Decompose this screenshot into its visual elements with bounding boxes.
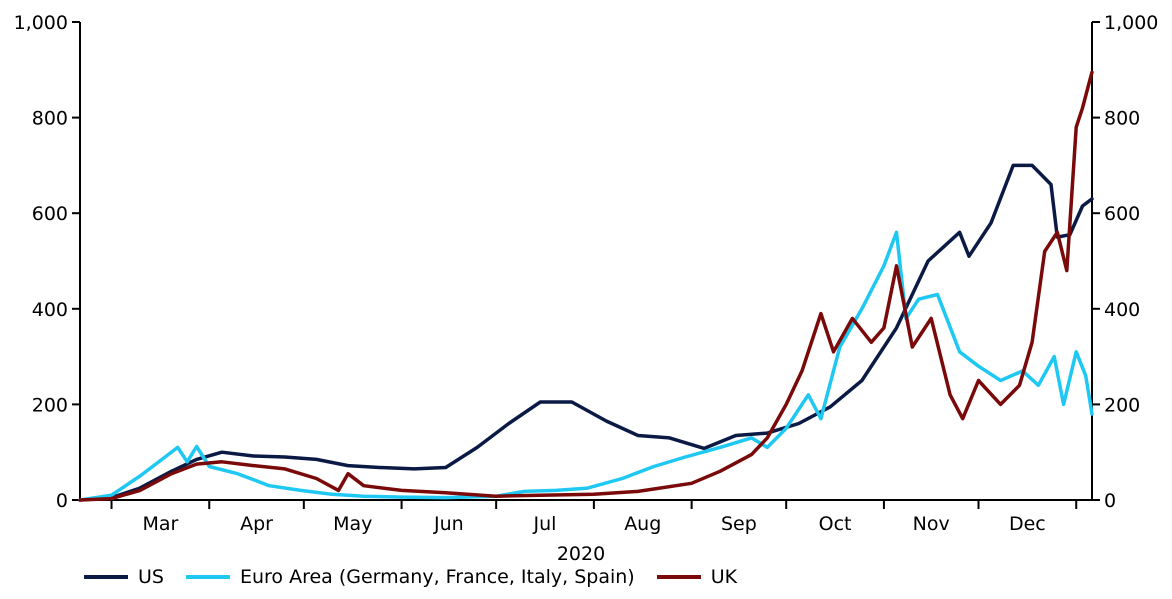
x-tick-label-oct: Oct: [819, 513, 852, 535]
x-tick-label-mar: Mar: [142, 513, 178, 535]
y-tick-label-left: 1,000: [14, 12, 68, 34]
y-tick-label-right: 800: [1104, 108, 1140, 130]
legend-swatch-us: [84, 575, 128, 579]
x-tick-label-may: May: [333, 513, 372, 535]
x-tick-label-aug: Aug: [624, 513, 661, 535]
y-tick-label-right: 200: [1104, 394, 1140, 416]
y-tick-label-right: 600: [1104, 203, 1140, 225]
x-tick-label-jul: Jul: [533, 513, 557, 535]
legend-swatch-euro-area: [185, 575, 230, 579]
axes: 0 0 200 200 400 400 600 600 800 800 1,000 1,000 Mar A…: [14, 12, 1159, 535]
y-tick-label-right: 0: [1104, 490, 1116, 512]
series-lines: [78, 70, 1094, 502]
y-tick-label-left: 400: [32, 299, 68, 321]
x-tick-label-dec: Dec: [1009, 513, 1046, 535]
x-tick-label-sep: Sep: [721, 513, 757, 535]
series-line-uk: [78, 70, 1094, 502]
x-tick-label-nov: Nov: [913, 513, 950, 535]
series-line-euro: [78, 230, 1094, 502]
legend-label-us: US: [138, 566, 164, 588]
legend-item-uk: UK: [656, 566, 738, 588]
x-tick-label-jun: Jun: [433, 513, 464, 535]
y-tick-label-right: 1,000: [1104, 12, 1158, 34]
y-tick-label-left: 0: [56, 490, 68, 512]
y-tick-label-left: 800: [32, 108, 68, 130]
legend-swatch-uk: [656, 575, 701, 579]
y-tick-label-right: 400: [1104, 299, 1140, 321]
legend-item-euro-area: Euro Area (Germany, France, Italy, Spain…: [185, 566, 635, 588]
series-line-us: [78, 163, 1094, 502]
legend-item-us: US: [84, 566, 164, 588]
legend-label-euro-area: Euro Area (Germany, France, Italy, Spain…: [239, 566, 635, 588]
y-tick-label-left: 200: [32, 394, 68, 416]
legend-label-uk: UK: [710, 566, 738, 588]
x-tick-label-apr: Apr: [240, 513, 273, 535]
legend: US Euro Area (Germany, France, Italy, Sp…: [84, 566, 759, 588]
x-axis-year-label: 2020: [557, 543, 605, 565]
y-tick-label-left: 600: [32, 203, 68, 225]
